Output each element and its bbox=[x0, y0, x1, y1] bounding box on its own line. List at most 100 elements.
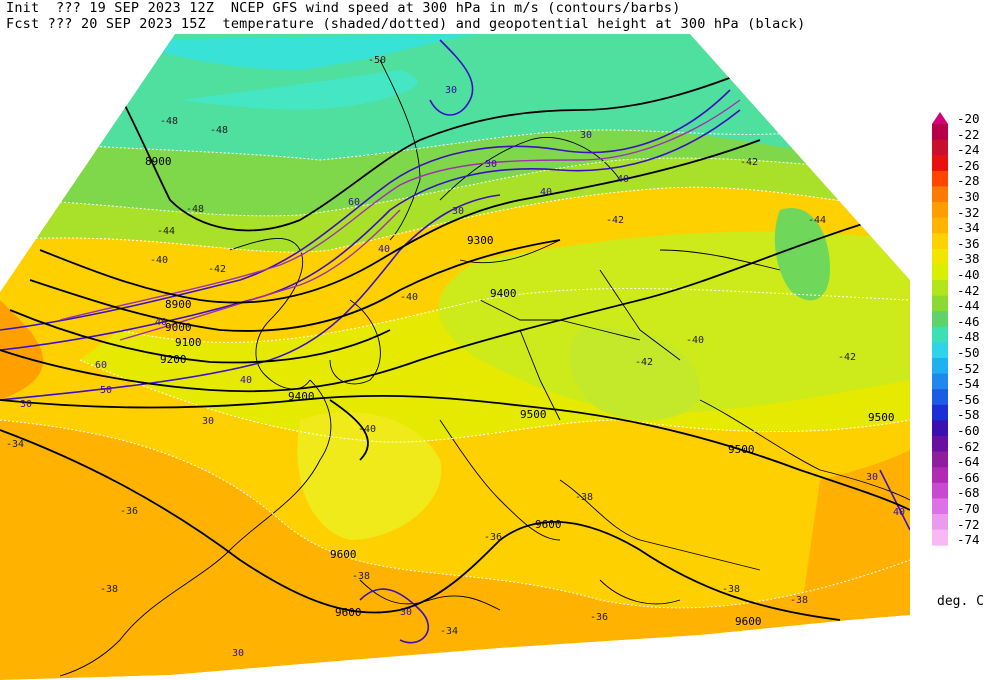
colorbar-swatch bbox=[932, 373, 948, 390]
wind-label: 40 bbox=[240, 375, 252, 386]
colorbar-swatch bbox=[932, 155, 948, 172]
geopotential-contours bbox=[0, 59, 910, 621]
height-label: 9000 bbox=[165, 321, 192, 334]
colorbar-swatch bbox=[932, 436, 948, 453]
colorbar-tick-label: -70 bbox=[957, 501, 980, 516]
colorbar-swatch bbox=[932, 233, 948, 250]
header-line-2: Fcst ??? 20 SEP 2023 15Z temperature (sh… bbox=[6, 16, 806, 32]
temp-label: -48 bbox=[160, 116, 178, 127]
colorbar-tick-label: -64 bbox=[957, 454, 980, 470]
colorbar-swatch bbox=[932, 514, 948, 531]
wind-label: 30 bbox=[452, 206, 464, 217]
wind-label: 40 bbox=[378, 244, 390, 255]
temperature-colorbar bbox=[932, 112, 948, 546]
colorbar-swatch bbox=[932, 170, 948, 187]
colorbar-tick-label: -52 bbox=[957, 360, 980, 376]
wind-label: 30 bbox=[580, 130, 592, 141]
height-label: 9100 bbox=[175, 336, 202, 349]
wind-label: 30 bbox=[400, 607, 412, 618]
temp-label: -38 bbox=[100, 584, 118, 595]
height-label: 9400 bbox=[288, 390, 315, 403]
colorbar-swatch bbox=[932, 498, 948, 515]
colorbar-tick-label: -32 bbox=[957, 204, 980, 220]
height-label: 8900 bbox=[165, 298, 192, 311]
height-label: 9400 bbox=[490, 287, 517, 300]
colorbar-tick-label: -56 bbox=[957, 391, 980, 407]
colorbar-swatch bbox=[932, 264, 948, 281]
colorbar-tick-label: -46 bbox=[957, 313, 980, 329]
temp-label: -34 bbox=[6, 439, 24, 450]
colorbar-unit: deg. C bbox=[937, 594, 984, 609]
temp-label: -38 bbox=[352, 571, 370, 582]
temp-label: -34 bbox=[440, 626, 458, 637]
colorbar-tick-label: -66 bbox=[957, 469, 980, 485]
temp-label: -36 bbox=[590, 612, 608, 623]
colorbar-tick-label: -40 bbox=[957, 267, 980, 282]
wind-label: 30 bbox=[232, 648, 244, 659]
colorbar-swatch bbox=[932, 404, 948, 421]
coastlines bbox=[59, 59, 910, 677]
wind-label: 50 bbox=[100, 385, 112, 396]
colorbar-swatch bbox=[932, 358, 948, 375]
temp-label: -36 bbox=[120, 506, 138, 517]
colorbar-swatch bbox=[932, 467, 948, 484]
wind-label: 60 bbox=[95, 360, 107, 371]
colorbar-tick-label: -58 bbox=[957, 407, 980, 423]
height-label: 9500 bbox=[520, 408, 547, 421]
wind-label: 30 bbox=[202, 416, 214, 427]
wind-label: 40 bbox=[617, 174, 629, 185]
colorbar-swatch bbox=[932, 202, 948, 219]
colorbar-swatch bbox=[932, 311, 948, 328]
colorbar-arrow bbox=[932, 112, 948, 124]
colorbar-swatch bbox=[932, 420, 948, 437]
wind-label: 40 bbox=[540, 187, 552, 198]
temp-label: -48 bbox=[210, 125, 228, 136]
colorbar-tick-label: -74 bbox=[957, 532, 980, 548]
wind-label: 30 bbox=[866, 472, 878, 483]
colorbar-tick-label: -20 bbox=[957, 111, 980, 126]
temp-label: -40 bbox=[686, 335, 704, 346]
colorbar-tick-label: -26 bbox=[957, 157, 980, 173]
temp-label: -48 bbox=[186, 204, 204, 215]
height-label: 9600 bbox=[335, 606, 362, 619]
colorbar-tick-label: -62 bbox=[957, 438, 980, 454]
colorbar-swatch bbox=[932, 295, 948, 312]
colorbar-tick-label: -22 bbox=[957, 126, 980, 142]
colorbar-tick-label: -28 bbox=[957, 173, 980, 189]
colorbar-tick-label: -38 bbox=[957, 251, 980, 267]
wind-label: 40 bbox=[893, 507, 905, 518]
height-label: 8900 bbox=[145, 155, 172, 168]
height-label: 9600 bbox=[535, 518, 562, 531]
wind-label: 30 bbox=[445, 85, 457, 96]
height-label: 9300 bbox=[467, 234, 494, 247]
height-labels: 8900 8900 9000 9100 9200 9300 9400 9400 … bbox=[145, 155, 895, 628]
wind-label: 40 bbox=[155, 317, 167, 328]
temp-label: -42 bbox=[606, 215, 624, 226]
colorbar-tick-label: -42 bbox=[957, 282, 980, 298]
colorbar-tick-label: -68 bbox=[957, 485, 980, 501]
temp-label: -44 bbox=[157, 226, 175, 237]
temp-label: -42 bbox=[208, 264, 226, 275]
colorbar-swatch bbox=[932, 124, 948, 141]
colorbar-swatch bbox=[932, 248, 948, 265]
colorbar-tick-label: -36 bbox=[957, 235, 980, 251]
colorbar-tick-label: -60 bbox=[957, 423, 980, 438]
header-line-1: Init ??? 19 SEP 2023 12Z NCEP GFS wind s… bbox=[6, 0, 681, 16]
colorbar-tick-label: -30 bbox=[957, 189, 980, 204]
height-label: 9600 bbox=[330, 548, 357, 561]
colorbar-tick-label: -72 bbox=[957, 516, 980, 532]
temp-label: -38 bbox=[575, 492, 593, 503]
height-label: 9500 bbox=[728, 443, 755, 456]
wind-label: 30 bbox=[485, 159, 497, 170]
height-label: 9500 bbox=[868, 411, 895, 424]
temp-label: -38 bbox=[722, 584, 740, 595]
colorbar-swatch bbox=[932, 326, 948, 343]
temp-label: -44 bbox=[808, 215, 826, 226]
height-label: 9200 bbox=[160, 353, 187, 366]
colorbar-tick-label: -48 bbox=[957, 329, 980, 345]
wind-speed-contours bbox=[0, 39, 910, 644]
height-label: 9600 bbox=[735, 615, 762, 628]
wind-label: 30 bbox=[20, 399, 32, 410]
